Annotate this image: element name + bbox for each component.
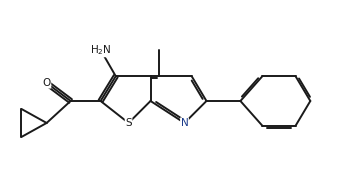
Text: S: S <box>125 118 132 128</box>
Text: H$_2$N: H$_2$N <box>90 43 111 57</box>
Text: O: O <box>42 78 51 88</box>
Text: N: N <box>181 118 188 128</box>
